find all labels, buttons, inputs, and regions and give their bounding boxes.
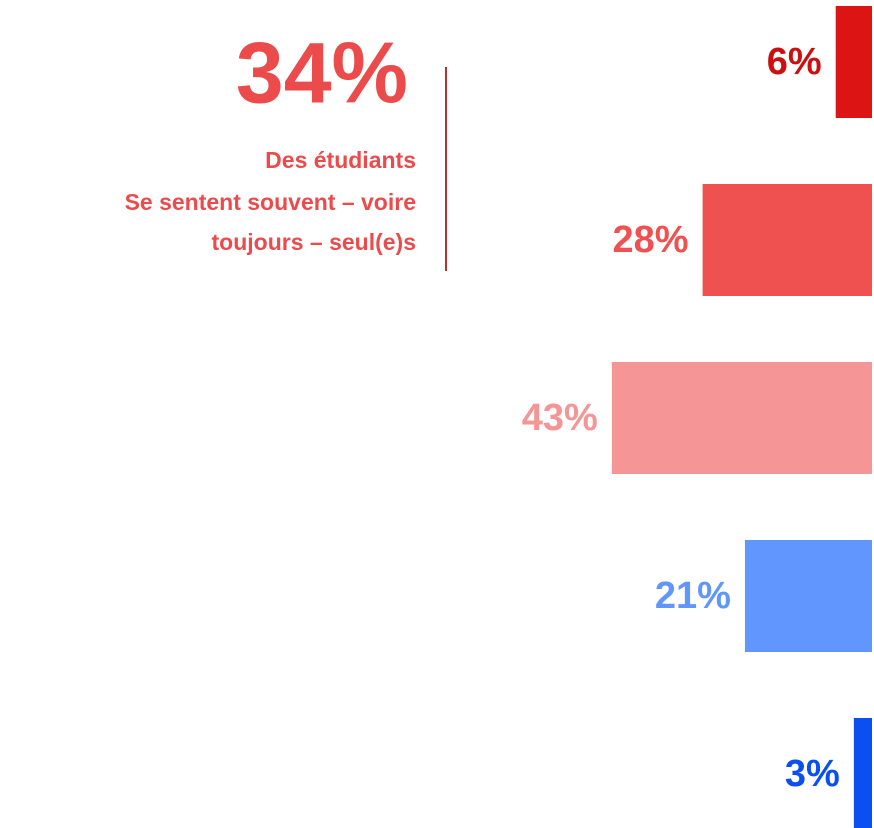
value-label: 21% <box>655 575 731 617</box>
bar <box>611 362 872 474</box>
bar <box>744 540 872 652</box>
value-label: 3% <box>785 753 840 795</box>
value-label: 6% <box>767 41 822 83</box>
subtitle-line: Des étudiants <box>265 147 416 173</box>
bar <box>835 6 872 118</box>
bar <box>702 184 872 296</box>
headline: 34% <box>236 26 408 122</box>
value-label: 28% <box>613 219 689 261</box>
subtitle-line: Se sentent souvent – voire <box>125 189 416 215</box>
value-label: 43% <box>522 397 598 439</box>
bar <box>853 718 872 828</box>
subtitle-line: toujours – seul(e)s <box>212 229 416 255</box>
